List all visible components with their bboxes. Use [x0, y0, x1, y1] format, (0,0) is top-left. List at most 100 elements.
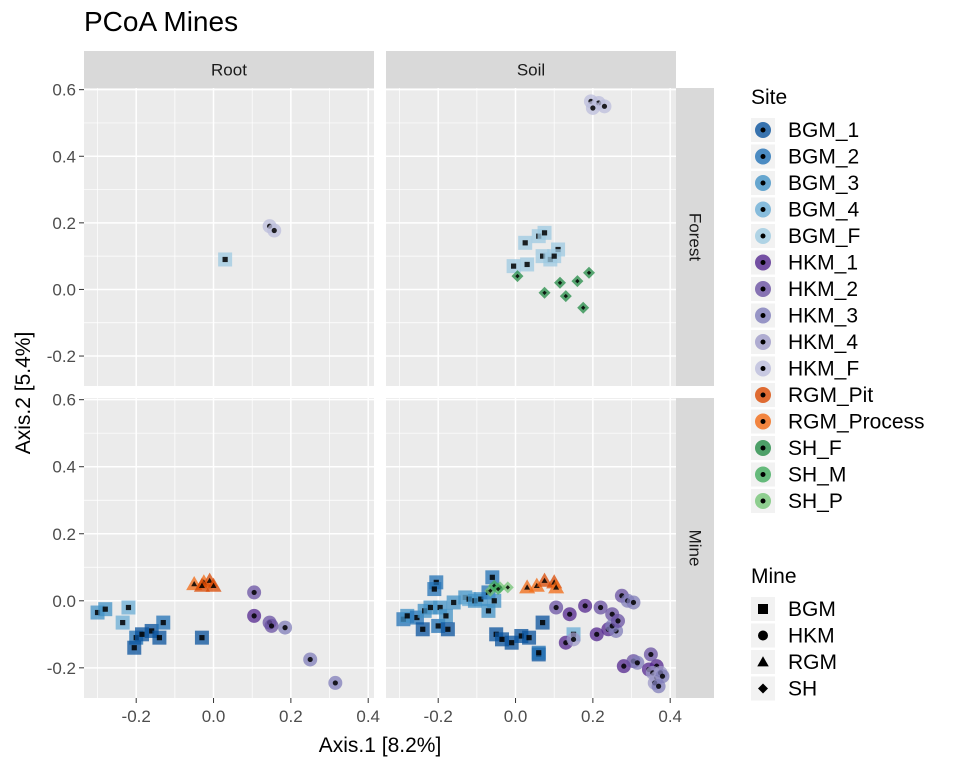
point-marker-core — [492, 583, 497, 588]
facet-label-row: Forest — [686, 213, 705, 261]
y-tick-label: -0.2 — [47, 347, 76, 366]
facet-label-col: Soil — [517, 61, 545, 80]
point-marker-core — [648, 651, 654, 658]
point-marker-core — [563, 293, 568, 299]
legend-key-core — [760, 366, 766, 371]
point-marker-core — [435, 623, 441, 629]
point-marker-core — [443, 613, 449, 619]
x-tick-label: -0.2 — [424, 707, 453, 726]
point-marker-core — [630, 599, 637, 606]
chart-title: PCoA Mines — [84, 6, 239, 37]
facet-strip-row — [676, 398, 714, 698]
point-marker-core — [582, 603, 588, 609]
legend-site-label: BGM_F — [788, 225, 860, 248]
point-marker-core — [149, 628, 155, 634]
point-marker-core — [515, 273, 520, 279]
legend-key-core — [760, 472, 766, 477]
legend-shape-triangle — [757, 656, 769, 667]
panel-background — [84, 88, 374, 386]
point-marker-core — [598, 604, 604, 611]
legend-shape-diamond — [758, 683, 768, 694]
legend-mine-title: Mine — [751, 565, 797, 588]
y-tick-label: 0.0 — [52, 592, 76, 611]
legend-key-core — [760, 154, 766, 159]
point-marker-core — [540, 253, 546, 259]
y-tick-label: 0.2 — [52, 214, 76, 233]
point-marker-core — [222, 256, 228, 263]
point-marker-core — [489, 574, 495, 580]
point-marker-core — [451, 599, 457, 606]
legend-site-label: BGM_3 — [788, 172, 859, 195]
legend-site-label: BGM_1 — [788, 119, 859, 142]
point-marker-core — [191, 581, 198, 587]
point-marker-core — [478, 596, 484, 602]
point-marker-core — [199, 635, 205, 641]
legend-key-core — [760, 180, 766, 186]
panel-background — [386, 398, 676, 698]
point-marker-core — [594, 631, 600, 637]
point-marker-core — [491, 598, 497, 604]
y-tick-label: 0.2 — [52, 525, 76, 544]
point-marker-core — [609, 611, 615, 617]
point-marker-core — [540, 619, 546, 626]
x-tick-label: 0.2 — [279, 707, 303, 726]
point-marker-core — [160, 619, 166, 626]
point-marker-core — [206, 577, 213, 583]
x-tick-label: 0.4 — [658, 707, 682, 726]
point-marker-core — [125, 604, 132, 611]
point-marker-core — [282, 625, 288, 631]
facet-label-row: Mine — [686, 530, 705, 567]
point-marker-core — [427, 604, 434, 611]
legend-key-core — [760, 313, 766, 318]
legend-key-core — [760, 445, 766, 451]
legend-mine-label: BGM — [788, 598, 836, 621]
facet-label-col: Root — [211, 61, 247, 80]
legend-key-core — [760, 419, 766, 424]
legend-key-core — [760, 392, 766, 398]
x-axis-title: Axis.1 [8.2%] — [319, 734, 442, 757]
legend-mine-label: HKM — [788, 625, 835, 648]
point-marker-core — [511, 263, 517, 269]
point-marker-core — [139, 631, 145, 637]
point-marker-core — [431, 586, 437, 592]
point-marker-core — [570, 636, 577, 642]
legend-key-core — [760, 286, 766, 292]
point-marker-core — [156, 635, 162, 641]
y-tick-label: -0.2 — [47, 659, 76, 678]
legend-key-core — [760, 260, 766, 265]
point-marker-core — [198, 582, 205, 588]
legend-site-label: SH_M — [788, 464, 846, 487]
legend-shape-square — [758, 604, 768, 614]
point-marker-core — [524, 261, 530, 268]
facet-strip-col — [84, 51, 374, 88]
point-marker-core — [332, 680, 338, 686]
point-marker-core — [541, 577, 548, 583]
legend-site-label: BGM_4 — [788, 199, 860, 222]
legend-site-label: BGM_2 — [788, 146, 859, 169]
x-tick-label: 0.0 — [504, 707, 528, 726]
legend-key-core — [760, 233, 766, 239]
y-axis-title: Axis.2 [5.4%] — [12, 332, 35, 455]
point-marker-core — [404, 613, 410, 619]
x-tick-label: -0.2 — [122, 707, 151, 726]
y-tick-label: 0.0 — [52, 280, 76, 299]
y-tick-label: 0.6 — [52, 81, 76, 100]
point-marker-core — [581, 305, 586, 310]
point-marker-core — [102, 606, 108, 612]
point-marker-core — [94, 609, 101, 616]
legend-key-core — [760, 339, 766, 345]
point-marker-core — [271, 227, 277, 234]
legend-key-core — [760, 127, 766, 133]
point-marker-core — [542, 290, 547, 295]
point-marker-core — [567, 611, 573, 617]
x-tick-label: 0.0 — [202, 707, 226, 726]
legend-site-title: Site — [751, 86, 787, 109]
point-marker-core — [495, 586, 501, 592]
point-marker-core — [601, 103, 608, 109]
point-marker-core — [524, 584, 531, 590]
legend-site-label: HKM_1 — [788, 252, 858, 275]
y-tick-label: 0.4 — [52, 458, 76, 477]
point-marker-core — [551, 253, 557, 259]
point-marker-core — [437, 604, 443, 611]
point-marker-core — [414, 614, 420, 621]
